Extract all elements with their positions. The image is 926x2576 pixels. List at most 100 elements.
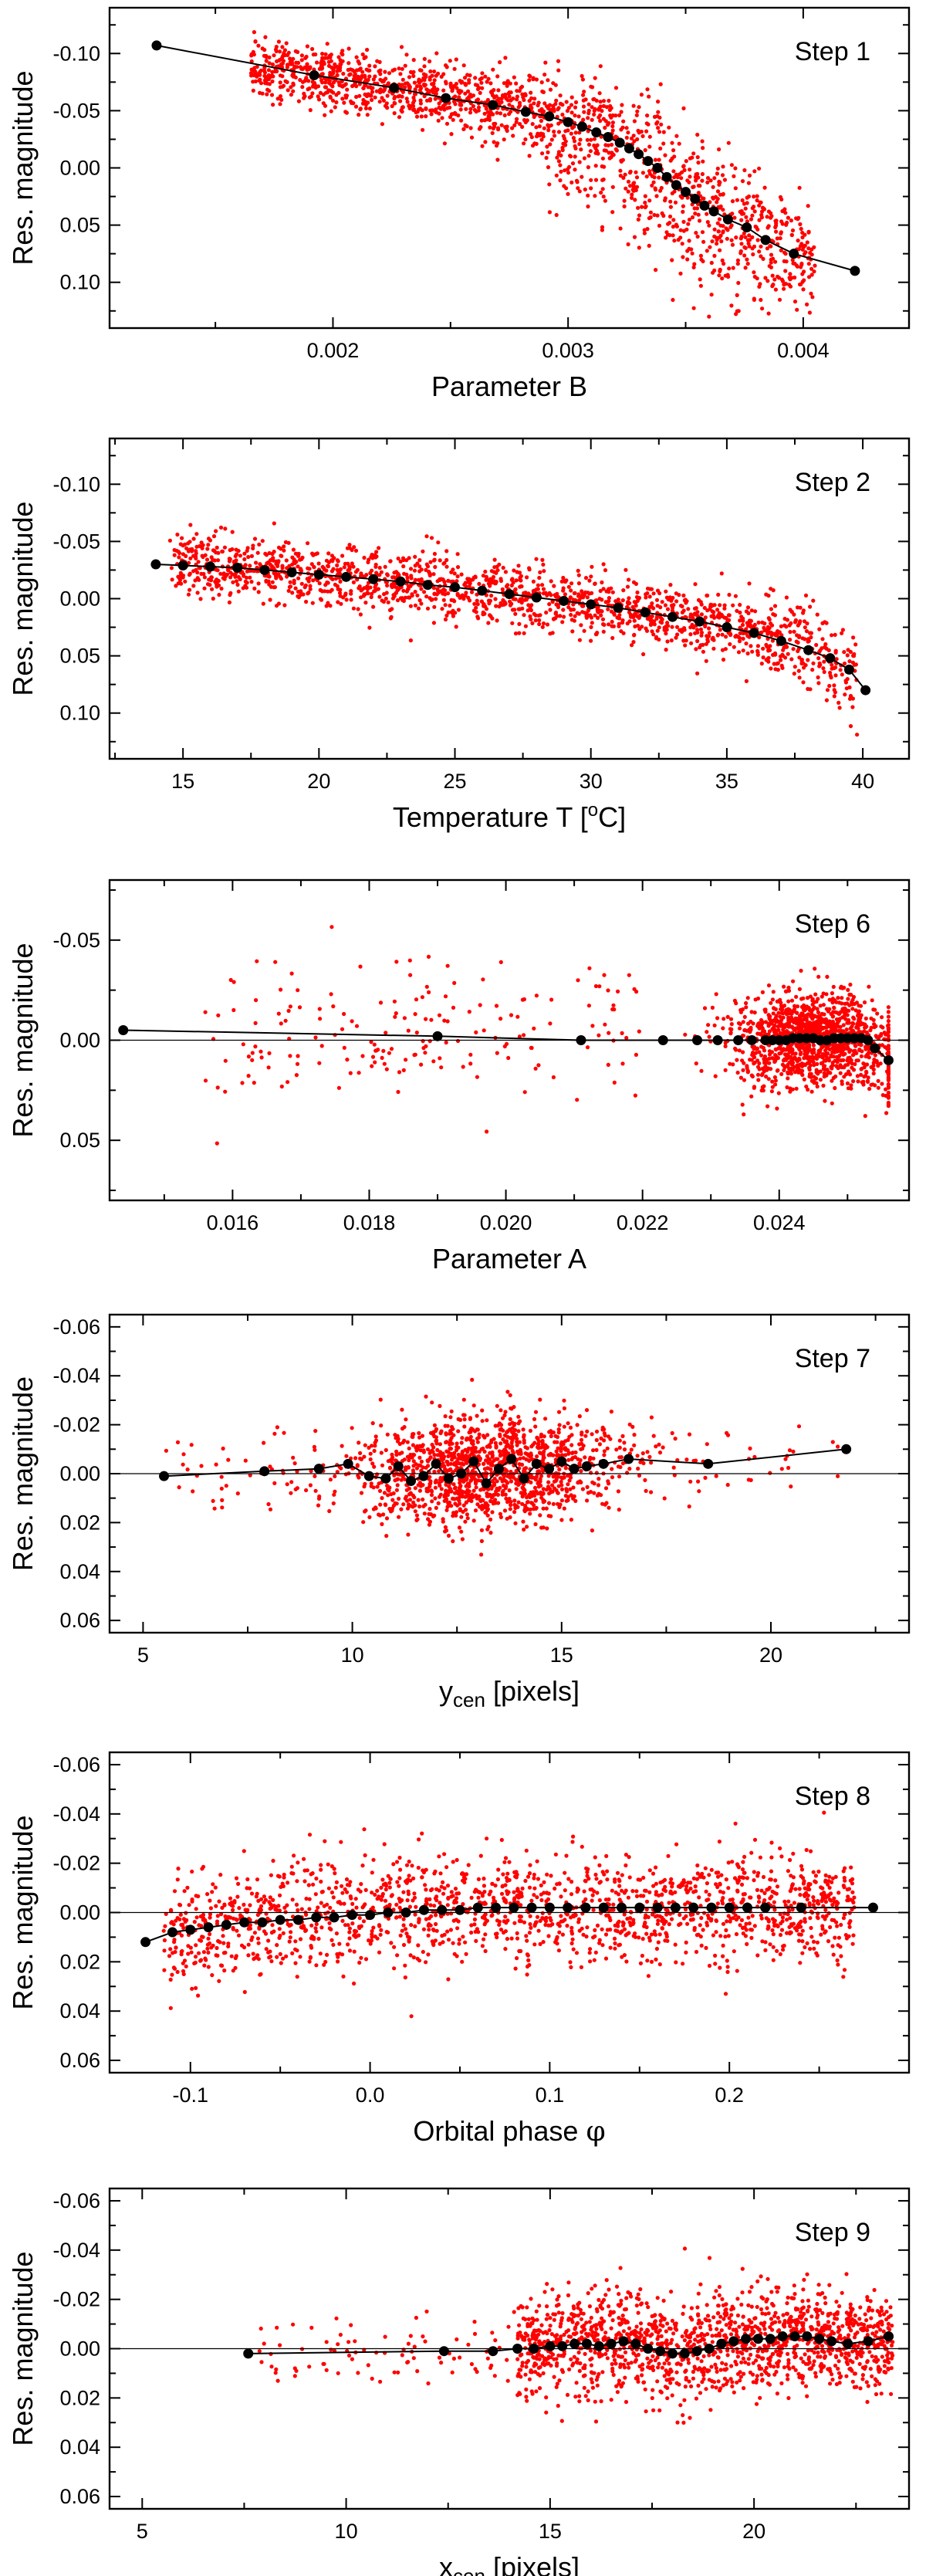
data-point: [847, 992, 852, 997]
data-point: [569, 95, 574, 100]
data-point: [750, 1074, 755, 1079]
data-point: [770, 1019, 775, 1024]
data-point: [275, 573, 279, 577]
data-point: [674, 599, 679, 604]
data-point: [335, 563, 340, 568]
data-point: [786, 988, 792, 994]
data-point: [869, 1065, 874, 1069]
data-point: [745, 201, 749, 205]
data-point: [657, 625, 661, 630]
data-point: [407, 958, 412, 963]
data-point: [624, 567, 628, 572]
data-point: [632, 618, 637, 623]
data-point: [555, 591, 559, 596]
binned-mean-marker: [477, 585, 488, 596]
data-point: [350, 68, 355, 73]
data-point: [685, 257, 690, 262]
data-point: [617, 624, 621, 628]
data-point: [686, 222, 691, 226]
data-point: [745, 262, 750, 266]
data-point: [812, 1078, 816, 1083]
data-point: [849, 1083, 853, 1088]
data-point: [769, 215, 773, 220]
data-point: [422, 83, 427, 87]
data-point: [587, 966, 592, 970]
data-point: [795, 1010, 799, 1015]
data-point: [808, 1027, 813, 1031]
data-point: [717, 273, 722, 278]
data-point: [256, 590, 261, 594]
data-point: [813, 1020, 818, 1024]
y-tick-label: 0.05: [59, 645, 100, 668]
data-point: [774, 1014, 779, 1018]
data-point: [333, 577, 338, 581]
data-point: [540, 110, 545, 115]
data-point: [650, 614, 654, 618]
data-point: [581, 117, 586, 122]
data-point: [699, 612, 705, 617]
data-point: [510, 126, 515, 130]
data-point: [779, 197, 784, 201]
data-point: [288, 1054, 292, 1058]
data-point: [770, 1085, 775, 1089]
data-point: [645, 591, 650, 596]
data-point: [559, 169, 563, 174]
data-point: [698, 627, 704, 631]
data-point: [755, 227, 760, 232]
data-point: [823, 1068, 828, 1072]
data-point: [757, 203, 762, 208]
data-point: [634, 175, 640, 180]
data-point: [572, 139, 577, 144]
data-point: [644, 129, 649, 134]
data-point: [607, 120, 611, 126]
data-point: [647, 587, 652, 591]
data-point: [468, 1061, 473, 1066]
data-point: [806, 686, 810, 692]
data-point: [786, 999, 791, 1004]
data-point: [512, 75, 516, 80]
data-point: [358, 964, 363, 969]
data-point: [417, 598, 422, 603]
data-point: [585, 595, 590, 600]
data-point: [338, 587, 343, 592]
data-point: [802, 252, 807, 256]
data-point: [816, 1071, 820, 1076]
data-point: [327, 53, 332, 58]
data-point: [801, 680, 806, 685]
data-point: [871, 1071, 876, 1076]
data-point: [293, 75, 298, 80]
data-point: [715, 1016, 720, 1021]
data-point: [810, 1054, 815, 1059]
data-point: [717, 235, 722, 240]
data-point: [799, 226, 803, 232]
data-point: [670, 140, 674, 145]
binned-mean-marker: [151, 40, 162, 51]
data-point: [756, 620, 761, 625]
data-point: [429, 1017, 434, 1022]
data-point: [536, 583, 541, 587]
data-point: [258, 90, 262, 95]
data-point: [680, 242, 684, 246]
binned-mean-marker: [708, 206, 719, 217]
data-point: [422, 78, 427, 83]
data-point: [433, 564, 438, 570]
data-point: [753, 1051, 759, 1055]
data-point: [405, 100, 410, 104]
data-point: [534, 141, 539, 146]
data-point: [819, 1061, 823, 1066]
data-point: [718, 603, 722, 608]
data-point: [622, 198, 627, 203]
data-point: [284, 558, 289, 563]
data-point: [786, 1070, 790, 1075]
data-point: [483, 140, 488, 144]
data-point: [815, 612, 820, 617]
data-point: [426, 88, 431, 93]
data-point: [479, 599, 484, 604]
trend-line: [155, 564, 867, 691]
data-point: [194, 532, 199, 537]
data-point: [346, 561, 350, 566]
data-point: [228, 557, 232, 561]
data-point: [446, 578, 451, 584]
y-axis-label: Res. magnitude: [7, 70, 39, 265]
data-point: [512, 568, 516, 573]
